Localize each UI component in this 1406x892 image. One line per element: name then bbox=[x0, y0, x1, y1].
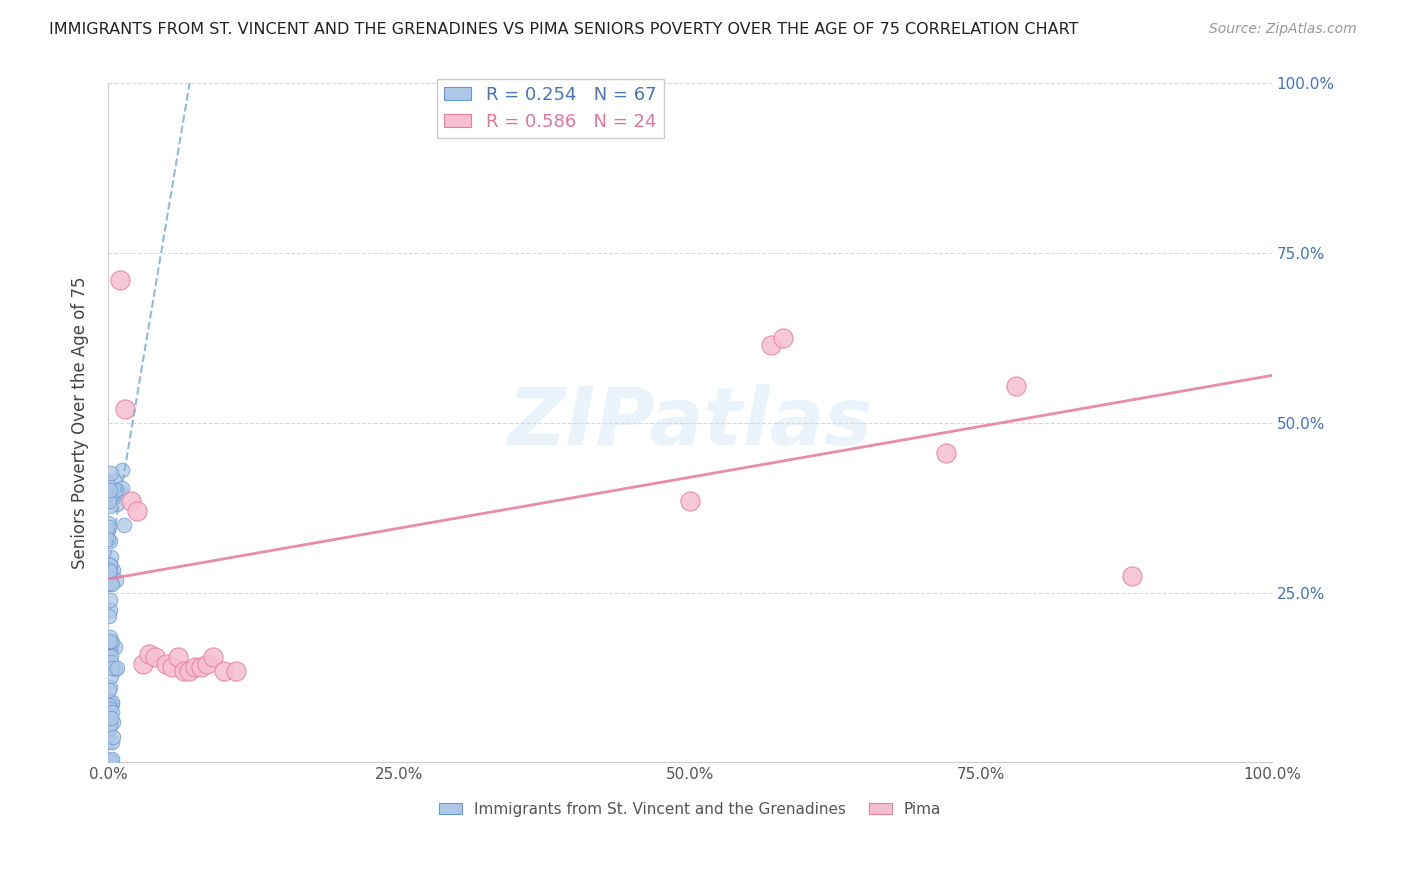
Legend: Immigrants from St. Vincent and the Grenadines, Pima: Immigrants from St. Vincent and the Gren… bbox=[433, 796, 948, 822]
Point bbox=[100, 577, 122, 591]
Point bbox=[100, 656, 122, 670]
Point bbox=[138, 647, 160, 661]
Point bbox=[100, 755, 122, 769]
Point bbox=[97, 692, 120, 706]
Point bbox=[101, 563, 124, 577]
Point bbox=[98, 754, 121, 768]
Point bbox=[1121, 568, 1143, 582]
Point bbox=[100, 698, 122, 712]
Point bbox=[98, 533, 121, 548]
Point bbox=[97, 656, 120, 670]
Point bbox=[98, 683, 121, 698]
Point bbox=[97, 608, 120, 623]
Point bbox=[120, 494, 142, 508]
Point bbox=[98, 500, 121, 514]
Point bbox=[101, 730, 124, 744]
Point bbox=[132, 657, 155, 671]
Point bbox=[97, 523, 120, 537]
Point bbox=[101, 695, 124, 709]
Text: IMMIGRANTS FROM ST. VINCENT AND THE GRENADINES VS PIMA SENIORS POVERTY OVER THE : IMMIGRANTS FROM ST. VINCENT AND THE GREN… bbox=[49, 22, 1078, 37]
Point bbox=[100, 466, 122, 480]
Text: Source: ZipAtlas.com: Source: ZipAtlas.com bbox=[1209, 22, 1357, 37]
Point bbox=[98, 593, 121, 607]
Point bbox=[761, 338, 783, 352]
Point bbox=[111, 463, 134, 477]
Point bbox=[143, 650, 166, 665]
Point bbox=[97, 533, 120, 547]
Point bbox=[98, 558, 121, 573]
Point bbox=[97, 516, 120, 531]
Point bbox=[97, 494, 120, 508]
Point bbox=[98, 634, 121, 648]
Point bbox=[112, 517, 135, 532]
Point bbox=[195, 657, 218, 671]
Point bbox=[97, 563, 120, 577]
Point bbox=[105, 497, 128, 511]
Point bbox=[97, 477, 120, 491]
Point bbox=[1005, 378, 1028, 392]
Point bbox=[98, 602, 121, 616]
Point bbox=[935, 446, 957, 460]
Point bbox=[97, 520, 120, 534]
Point bbox=[100, 549, 122, 564]
Point bbox=[98, 680, 121, 694]
Point bbox=[166, 650, 188, 665]
Point bbox=[179, 664, 201, 678]
Point bbox=[100, 669, 122, 683]
Point bbox=[108, 483, 131, 498]
Point bbox=[98, 483, 121, 497]
Point bbox=[100, 649, 122, 664]
Point bbox=[98, 568, 121, 582]
Point bbox=[98, 702, 121, 716]
Point bbox=[98, 562, 121, 576]
Point bbox=[108, 273, 131, 287]
Point bbox=[127, 504, 149, 518]
Point bbox=[101, 752, 124, 766]
Point bbox=[173, 664, 195, 678]
Point bbox=[100, 711, 122, 725]
Point bbox=[214, 664, 236, 678]
Point bbox=[201, 650, 224, 665]
Point bbox=[100, 705, 122, 719]
Point bbox=[100, 576, 122, 591]
Point bbox=[98, 723, 121, 737]
Point bbox=[103, 473, 125, 487]
Point bbox=[772, 331, 794, 345]
Y-axis label: Seniors Poverty Over the Age of 75: Seniors Poverty Over the Age of 75 bbox=[72, 277, 89, 569]
Point bbox=[98, 753, 121, 767]
Point bbox=[100, 491, 122, 505]
Point bbox=[114, 402, 136, 417]
Point bbox=[104, 662, 127, 676]
Point bbox=[101, 735, 124, 749]
Point bbox=[97, 734, 120, 748]
Point bbox=[101, 635, 124, 649]
Point bbox=[100, 661, 122, 675]
Point bbox=[98, 574, 121, 589]
Point bbox=[679, 494, 702, 508]
Point bbox=[97, 486, 120, 500]
Point bbox=[98, 698, 121, 713]
Point bbox=[103, 714, 125, 729]
Point bbox=[98, 717, 121, 731]
Point bbox=[190, 660, 212, 674]
Point bbox=[105, 573, 128, 587]
Point bbox=[98, 642, 121, 657]
Point bbox=[97, 577, 120, 591]
Point bbox=[184, 660, 207, 674]
Point bbox=[160, 660, 183, 674]
Point bbox=[104, 640, 127, 655]
Point bbox=[98, 630, 121, 644]
Text: ZIPatlas: ZIPatlas bbox=[508, 384, 873, 462]
Point bbox=[98, 558, 121, 573]
Point bbox=[104, 483, 127, 497]
Point bbox=[97, 635, 120, 649]
Point bbox=[98, 564, 121, 578]
Point bbox=[155, 657, 177, 671]
Point bbox=[225, 664, 247, 678]
Point bbox=[105, 661, 128, 675]
Point bbox=[110, 481, 132, 495]
